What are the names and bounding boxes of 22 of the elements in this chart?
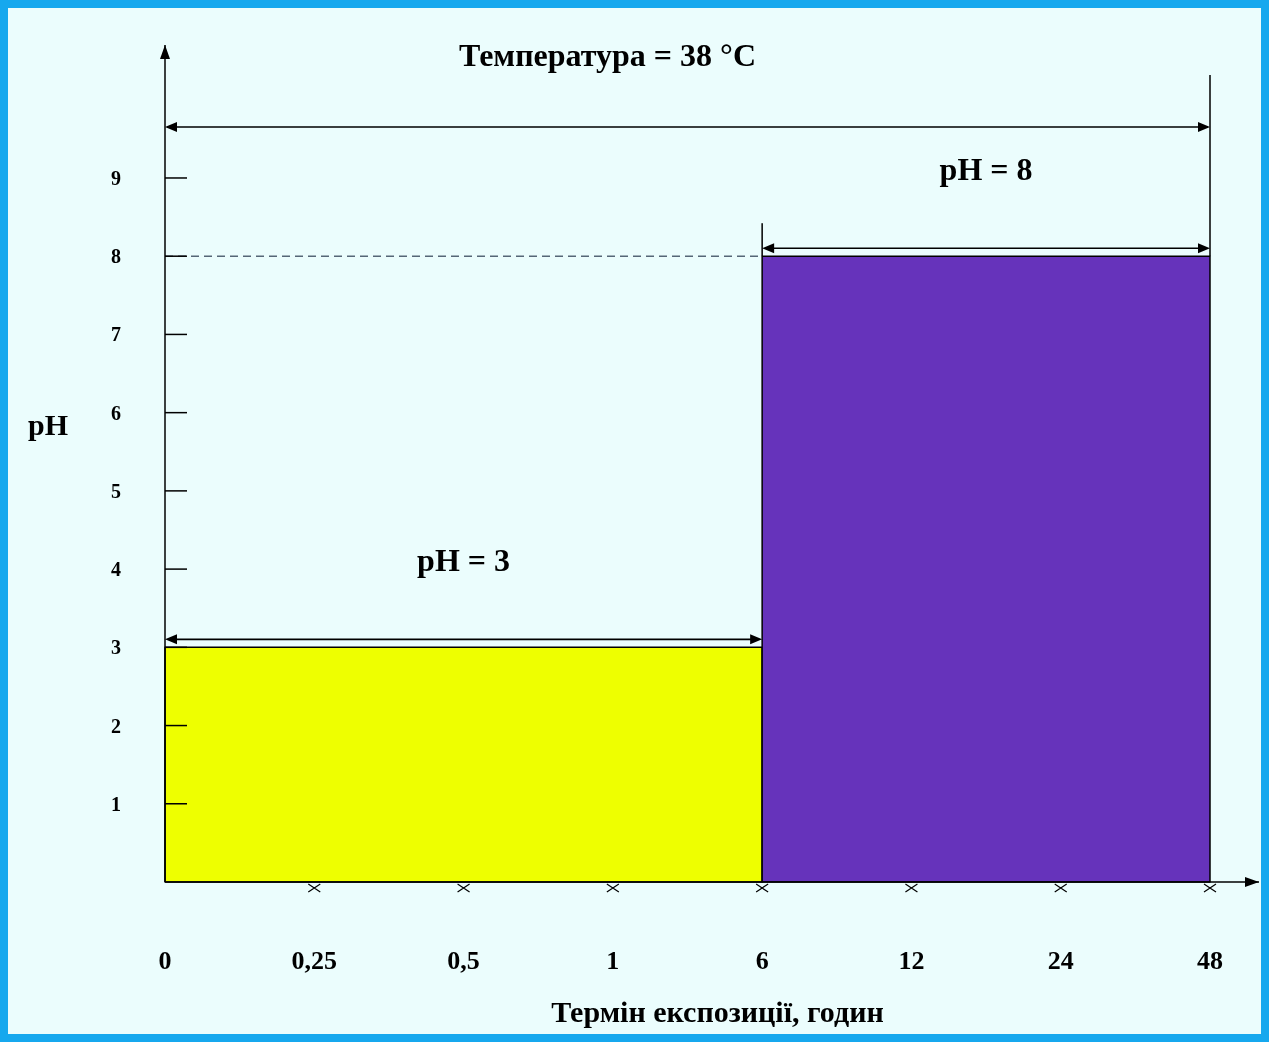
y-tick-label: 6 [111, 401, 121, 424]
y-tick-label: 5 [111, 479, 121, 502]
y-tick-label: 2 [111, 714, 121, 737]
y-tick-label: 1 [111, 792, 121, 815]
x-tick-label: 0,5 [447, 946, 480, 976]
annotation: pH = 3 [417, 542, 511, 579]
x-tick-label: 24 [1047, 946, 1074, 976]
x-axis-title: Термін експозиції, годин [551, 995, 884, 1028]
y-tick-label: 9 [111, 166, 121, 189]
x-tick-label: 1 [606, 946, 620, 976]
x-tick-label: 6 [755, 946, 769, 976]
y-tick-label: 4 [111, 558, 121, 581]
x-tick-label: 12 [898, 946, 925, 976]
annotation: Температура = 38 °C [459, 37, 756, 73]
y-tick-label: 7 [111, 323, 121, 346]
x-tick-label: 0,25 [291, 946, 338, 976]
y-tick-label: 3 [111, 636, 121, 659]
annotation: pH = 8 [939, 151, 1033, 188]
y-tick-label: 8 [111, 245, 121, 268]
x-tick-label: 0 [158, 946, 172, 976]
x-tick-label: 48 [1197, 946, 1223, 976]
y-axis-title: pH [27, 407, 69, 441]
